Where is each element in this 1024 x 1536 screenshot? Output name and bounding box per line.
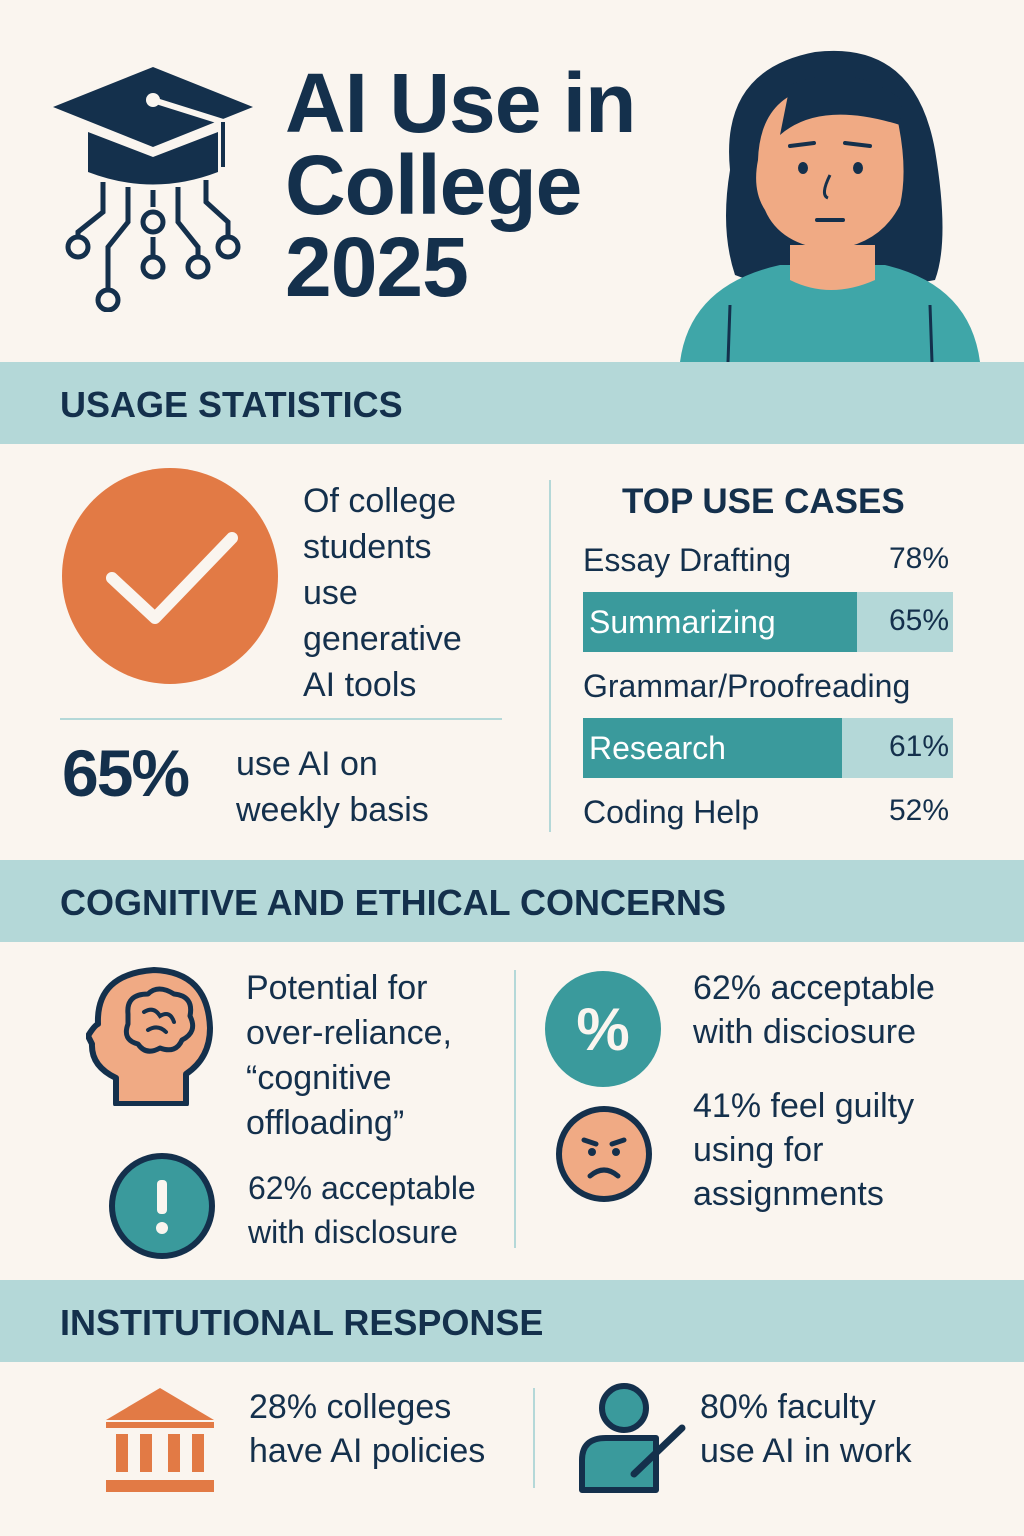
- divider: [533, 1388, 535, 1488]
- section-title-concerns: COGNITIVE AND ETHICAL CONCERNS: [60, 882, 727, 923]
- use-case-value: 78%: [888, 542, 949, 575]
- checkmark-icon: [62, 468, 278, 684]
- exclamation-icon: [109, 1153, 215, 1259]
- use-case-row: Summarizing 65%: [583, 592, 953, 652]
- disclosure-right-text: 62% acceptable with disciosure: [693, 969, 935, 1051]
- svg-text:%: %: [576, 996, 629, 1063]
- section-title-institutional: INSTITUTIONAL RESPONSE: [60, 1302, 544, 1343]
- use-case-value: 61%: [888, 730, 949, 763]
- bar-fill: [583, 718, 842, 778]
- guilty-text: 41% feel guilty using for assignments: [693, 1087, 915, 1213]
- woman-portrait-icon: [680, 50, 980, 362]
- page-title: AI Use in College 2025: [285, 56, 636, 314]
- students-usage-text: Of college students use generative AI to…: [303, 482, 462, 704]
- use-case-row: Grammar/Proofreading: [583, 656, 963, 716]
- section-title-usage: USAGE STATISTICS: [60, 384, 403, 425]
- use-case-label: Essay Drafting: [583, 542, 792, 578]
- use-case-label: Research: [589, 730, 726, 766]
- divider: [514, 970, 516, 1248]
- use-case-value: 52%: [888, 794, 949, 827]
- percent-icon: %: [545, 971, 661, 1087]
- bar-fill: [583, 592, 857, 652]
- disclosure-left-text: 62% acceptable with disclosure: [248, 1170, 476, 1250]
- weekly-percent: 65%: [62, 736, 190, 810]
- use-case-row: Essay Drafting 78%: [583, 530, 953, 590]
- section-band-concerns: COGNITIVE AND ETHICAL CONCERNS: [0, 860, 1024, 942]
- colleges-policy-text: 28% colleges have AI policies: [249, 1388, 486, 1470]
- graduation-cap-circuit-icon: [53, 67, 253, 312]
- over-reliance-text: Potential for over-reliance, “cognitive …: [246, 969, 452, 1142]
- use-case-label: Grammar/Proofreading: [583, 668, 911, 704]
- frown-face-icon: [556, 1106, 652, 1202]
- institution-building-icon: [106, 1388, 214, 1492]
- head-brain-icon: [86, 967, 213, 1106]
- teacher-board-icon: [579, 1383, 686, 1493]
- weekly-usage-text: use AI on weekly basis: [236, 745, 429, 829]
- use-case-value: 65%: [888, 604, 949, 637]
- use-case-label: Coding Help: [583, 794, 760, 830]
- section-band-usage: USAGE STATISTICS: [0, 362, 1024, 444]
- divider: [549, 480, 551, 832]
- top-use-cases-title: TOP USE CASES: [622, 482, 905, 521]
- use-case-label: Summarizing: [589, 604, 776, 640]
- section-band-institutional: INSTITUTIONAL RESPONSE: [0, 1280, 1024, 1362]
- use-case-row: Research 61%: [583, 718, 953, 778]
- faculty-usage-text: 80% faculty use AI in work: [700, 1388, 912, 1470]
- divider: [60, 718, 502, 720]
- use-case-row: Coding Help 52%: [583, 782, 953, 842]
